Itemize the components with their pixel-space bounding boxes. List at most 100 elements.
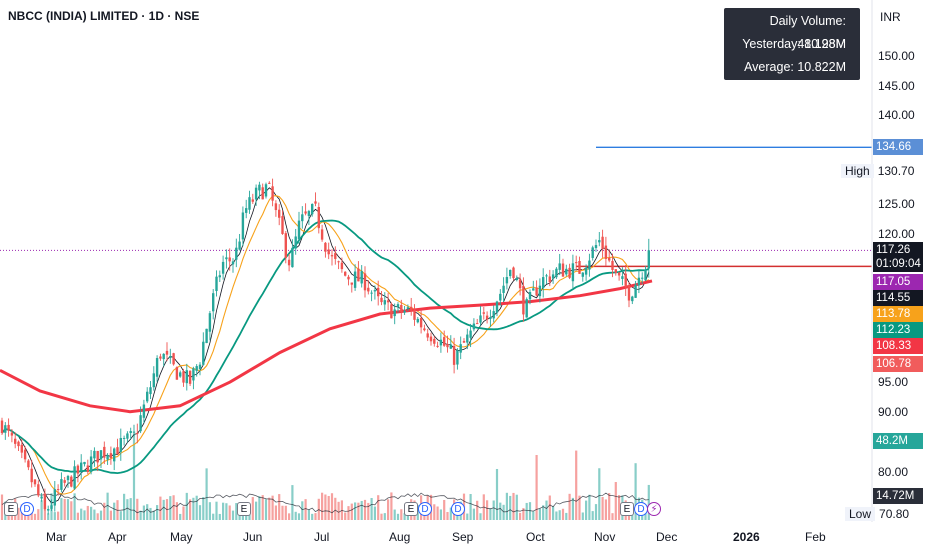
volume-bar [542, 505, 545, 520]
dividend-marker[interactable]: D [418, 502, 432, 516]
volume-bar [156, 505, 159, 520]
candle-body [581, 272, 584, 277]
candle-body [383, 300, 386, 305]
candle-body [297, 220, 301, 240]
candle-body [0, 420, 4, 434]
candle-body [476, 323, 479, 325]
candle-body [548, 276, 551, 283]
candle-body [218, 275, 221, 278]
candle-body [23, 449, 27, 460]
earnings-marker[interactable]: E [237, 502, 251, 516]
volume-bar [169, 496, 172, 520]
candle-body [327, 249, 330, 255]
candle-body [225, 257, 228, 260]
volume-bar [179, 513, 182, 520]
volume-bar [456, 512, 459, 520]
candle-body [611, 260, 614, 270]
candle-body [604, 245, 608, 259]
volume-bar [601, 496, 604, 520]
candle-body [426, 333, 429, 338]
candle-body [386, 300, 390, 303]
support-price-tag: 114.55 [873, 290, 923, 306]
candle-body [637, 277, 641, 286]
candle-body [452, 345, 456, 365]
candle-body [558, 263, 561, 270]
candle-body [535, 287, 538, 296]
volume-bar [377, 495, 380, 520]
currency-label[interactable]: INR [880, 10, 901, 24]
last-price: 117.26 [876, 244, 911, 256]
candle-body [446, 344, 449, 348]
candle-body [433, 338, 436, 344]
candle-body [274, 203, 278, 211]
candle-body [63, 480, 66, 483]
month-label: Sep [452, 530, 474, 544]
candle-body [594, 245, 598, 249]
candle-body [287, 259, 291, 266]
candle-body [492, 311, 495, 319]
candle-body [340, 262, 344, 270]
candle-body [416, 318, 419, 323]
candle-body [505, 276, 509, 284]
year-label: 2026 [733, 530, 760, 544]
volume-bar [608, 493, 611, 520]
volume-bar [132, 433, 136, 520]
candle-body [129, 431, 132, 434]
volume-bar [585, 500, 588, 520]
dividend-marker[interactable]: D [20, 502, 34, 516]
volume-bar [443, 499, 446, 520]
split-marker[interactable]: ⚡ [647, 502, 661, 516]
candle-body [7, 424, 10, 431]
volume-bar [159, 496, 162, 520]
candle-body [50, 505, 53, 509]
volume-bar [301, 501, 304, 520]
dividend-marker[interactable]: D [451, 502, 465, 516]
candle-body [410, 306, 413, 311]
candle-body [393, 309, 396, 317]
candle-body [324, 242, 327, 252]
candle-body [317, 206, 320, 229]
volume-bar [189, 499, 192, 520]
candle-body [93, 450, 96, 459]
volume-ma-line [1, 492, 649, 514]
volume-bar [552, 506, 555, 520]
volume-bar [350, 503, 353, 520]
candle-body [551, 274, 555, 279]
candle-body [403, 310, 406, 313]
ma-red-tag: 108.33 [873, 338, 923, 354]
candle-body [241, 212, 245, 240]
earnings-marker[interactable]: E [404, 502, 418, 516]
volume-bar [146, 504, 149, 520]
volume-bar [578, 495, 581, 520]
volume-bar [264, 499, 268, 520]
volume-bar [588, 494, 591, 520]
candle-body [40, 496, 43, 499]
volume-bar [400, 509, 403, 520]
volume-bar [182, 506, 185, 520]
earnings-marker[interactable]: E [4, 502, 18, 516]
candle-body [353, 271, 357, 288]
volume-bar [149, 507, 152, 520]
volume-bar [614, 482, 617, 520]
volume-bar [479, 513, 482, 520]
month-label: Dec [656, 530, 678, 544]
month-label: May [170, 530, 193, 544]
volume-bar [212, 513, 215, 520]
candle-body [373, 290, 377, 292]
price-tick: 80.00 [878, 465, 909, 479]
volume-bar [126, 499, 129, 520]
candle-body [495, 301, 499, 313]
dividend-marker[interactable]: D [634, 502, 648, 516]
earnings-marker[interactable]: E [620, 502, 634, 516]
volume-bar [594, 504, 598, 520]
volume-bar [509, 495, 512, 520]
volume-bar [436, 506, 439, 520]
candle-body [66, 475, 70, 481]
candle-body [515, 278, 518, 281]
month-label: Jul [314, 530, 330, 544]
volume-bar [297, 513, 301, 520]
volume-bar [532, 511, 535, 520]
candle-body [221, 261, 225, 274]
candle-body [509, 269, 512, 277]
